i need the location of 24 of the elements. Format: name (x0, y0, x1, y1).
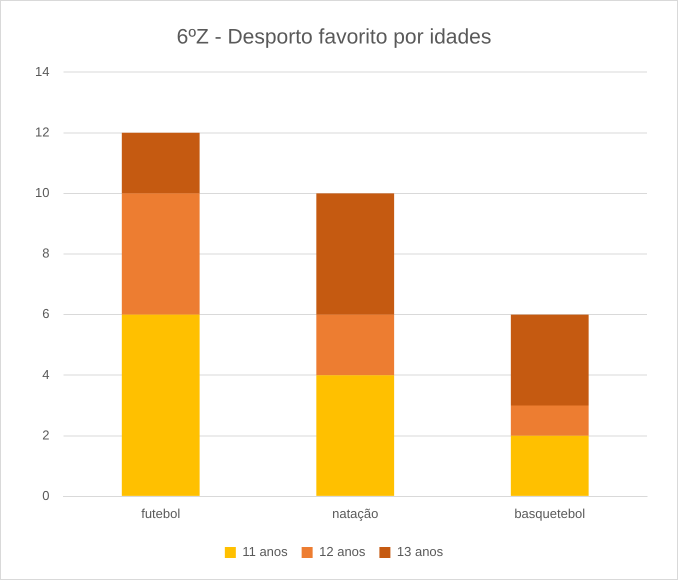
x-tick-label: natação (332, 506, 378, 521)
legend-label: 13 anos (396, 544, 444, 560)
x-tick-label: basquetebol (514, 506, 586, 521)
legend-label: 11 anos (242, 544, 288, 560)
bar (316, 314, 394, 376)
bar (122, 193, 200, 315)
bar (122, 132, 200, 194)
bar (122, 314, 200, 496)
y-tick-label: 12 (34, 124, 50, 140)
y-tick-label: 14 (34, 64, 50, 79)
legend-label: 12 anos (319, 544, 366, 560)
y-tick-label: 2 (42, 427, 50, 442)
y-tick-label: 0 (42, 488, 50, 503)
x-tick-label: futebol (141, 506, 180, 521)
y-tick-label: 10 (34, 184, 50, 200)
chart-title: 6ºZ - Desporto favorito por idades (176, 25, 492, 48)
bar (510, 314, 589, 406)
bar (316, 375, 394, 496)
y-tick-label: 8 (42, 246, 50, 261)
bar (316, 193, 394, 315)
bar (510, 406, 589, 436)
bar (510, 436, 589, 496)
y-tick-label: 4 (42, 366, 50, 382)
y-tick-label: 6 (42, 306, 50, 322)
